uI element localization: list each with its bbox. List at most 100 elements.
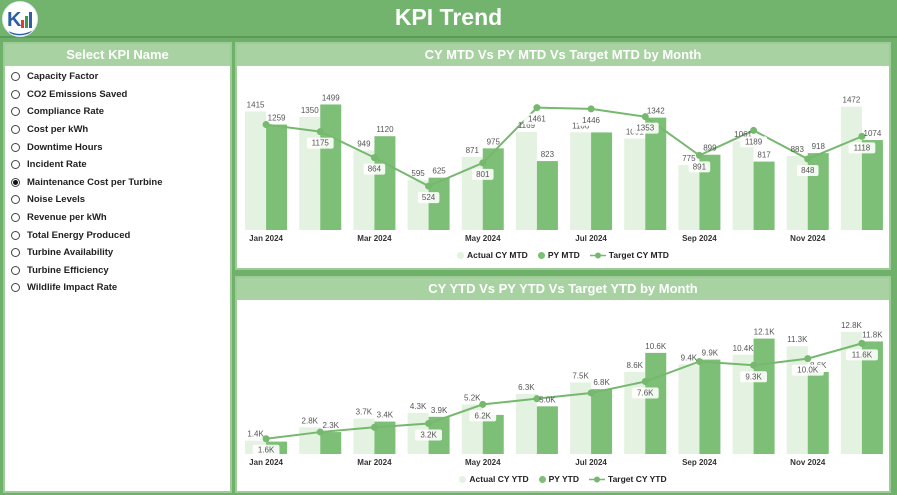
legend-label: PY MTD (547, 250, 580, 260)
bar-actual (299, 116, 321, 230)
data-label-target-bg (306, 137, 334, 149)
kpi-option[interactable]: Noise Levels (5, 191, 230, 209)
kpi-option[interactable]: Wildlife Impact Rate (5, 279, 230, 297)
x-tick-label: Jan 2024 (249, 234, 283, 243)
bar-py (753, 338, 775, 454)
data-label-actual: 949 (357, 140, 371, 149)
data-label-target-bg (523, 113, 551, 125)
legend-item-py[interactable]: PY YTD (538, 474, 580, 484)
data-label-target: 7.6K (637, 389, 654, 398)
radio-icon[interactable] (11, 125, 20, 135)
kpi-option[interactable]: Incident Rate (5, 156, 230, 174)
target-line (265, 342, 863, 440)
radio-icon[interactable] (11, 177, 20, 187)
bar-py (807, 371, 829, 454)
legend-item-target[interactable]: Target CY YTD (589, 474, 667, 484)
kpi-option[interactable]: Turbine Availability (5, 244, 230, 262)
radio-icon[interactable] (11, 195, 20, 205)
data-label-actual: 1.4K (247, 430, 264, 439)
legend-label: Actual CY YTD (469, 474, 529, 484)
bar-py (374, 136, 396, 230)
legend-item-target[interactable]: Target CY MTD (589, 250, 669, 260)
radio-icon[interactable] (11, 248, 20, 258)
data-label-py: 899 (703, 144, 717, 153)
data-label-target-bg (631, 387, 659, 399)
data-label-target: 3.2K (420, 430, 437, 439)
target-point (479, 159, 487, 167)
data-label-target-bg (688, 161, 711, 173)
data-label-py: 1342 (647, 107, 665, 116)
target-point (804, 155, 812, 163)
header-bar: K KPI Trend (0, 0, 897, 38)
radio-icon[interactable] (11, 265, 20, 275)
data-label-py: 3.4K (377, 411, 394, 420)
data-label-py: 817 (757, 151, 771, 160)
kpi-option[interactable]: Revenue per kWh (5, 209, 230, 227)
radio-icon[interactable] (11, 107, 20, 117)
data-label-py: 1499 (322, 93, 340, 102)
legend-label: PY YTD (548, 474, 580, 484)
data-label-target: 1446 (582, 116, 600, 125)
mtd-chart-panel: CY MTD Vs PY MTD Vs Target MTD by Month … (235, 42, 891, 270)
kpi-option[interactable]: Maintenance Cost per Turbine (5, 174, 230, 192)
bar-py (753, 161, 775, 230)
kpi-option[interactable]: Compliance Rate (5, 103, 230, 121)
data-label-target-bg (363, 163, 386, 175)
data-label-target-bg (471, 168, 494, 180)
bar-actual (515, 132, 537, 230)
x-tick-label: Jul 2024 (575, 458, 607, 467)
data-label-py: 2.3K (323, 421, 340, 430)
radio-icon[interactable] (11, 230, 20, 240)
target-point (695, 357, 703, 365)
ytd-legend: Actual CY YTD PY YTD Target CY YTD (237, 474, 889, 484)
kpi-option[interactable]: Turbine Efficiency (5, 262, 230, 280)
kpi-option[interactable]: Downtime Hours (5, 138, 230, 156)
radio-icon[interactable] (11, 89, 20, 99)
target-point (587, 105, 595, 113)
x-tick-label: Jul 2024 (575, 234, 607, 243)
data-label-actual: 12.8K (841, 321, 863, 330)
bar-py (482, 148, 504, 230)
target-point (370, 154, 378, 162)
bar-py (536, 406, 558, 454)
legend-item-actual[interactable]: Actual CY MTD (457, 250, 528, 260)
bar-actual (840, 106, 862, 230)
x-tick-label: Nov 2024 (790, 458, 826, 467)
kpi-option[interactable]: Total Energy Produced (5, 226, 230, 244)
kpi-option-label: Turbine Efficiency (27, 264, 109, 276)
target-line (265, 106, 863, 188)
ytd-chart-panel: CY YTD Vs PY YTD Vs Target YTD by Month … (235, 276, 891, 493)
ytd-chart: 1.4K 1.6K 2.8K 2.3K 3.7K 3.4K 4.3K 3.9K 3.2K 5.2K… (245, 321, 883, 467)
mtd-legend: Actual CY MTD PY MTD Target CY MTD (237, 250, 889, 260)
target-point (425, 419, 433, 427)
data-label-target: 1.6K (258, 446, 275, 455)
radio-icon[interactable] (11, 160, 20, 170)
radio-icon[interactable] (11, 72, 20, 82)
radio-icon[interactable] (11, 142, 20, 152)
data-label-py: 5.0K (539, 395, 556, 404)
x-tick-label: Sep 2024 (682, 234, 717, 243)
data-label-py: 6.8K (593, 378, 610, 387)
kpi-option-label: Maintenance Cost per Turbine (27, 176, 163, 188)
target-point (316, 428, 324, 436)
data-label-target: 9.3K (745, 372, 762, 381)
bar-actual (353, 418, 375, 454)
data-label-actual: 871 (466, 146, 480, 155)
data-label-target: 848 (801, 166, 815, 175)
target-point (858, 132, 866, 140)
kpi-option[interactable]: Cost per kWh (5, 121, 230, 139)
target-point (641, 113, 649, 121)
target-point (587, 389, 595, 397)
kpi-option[interactable]: Capacity Factor (5, 68, 230, 86)
legend-item-py[interactable]: PY MTD (537, 250, 580, 260)
target-point (695, 151, 703, 159)
kpi-option-label: CO2 Emissions Saved (27, 88, 128, 100)
radio-icon[interactable] (11, 213, 20, 223)
kpi-option[interactable]: CO2 Emissions Saved (5, 86, 230, 104)
legend-item-actual[interactable]: Actual CY YTD (459, 474, 529, 484)
radio-icon[interactable] (11, 283, 20, 293)
data-label-py: 1074 (864, 129, 882, 138)
bar-actual (678, 165, 700, 230)
